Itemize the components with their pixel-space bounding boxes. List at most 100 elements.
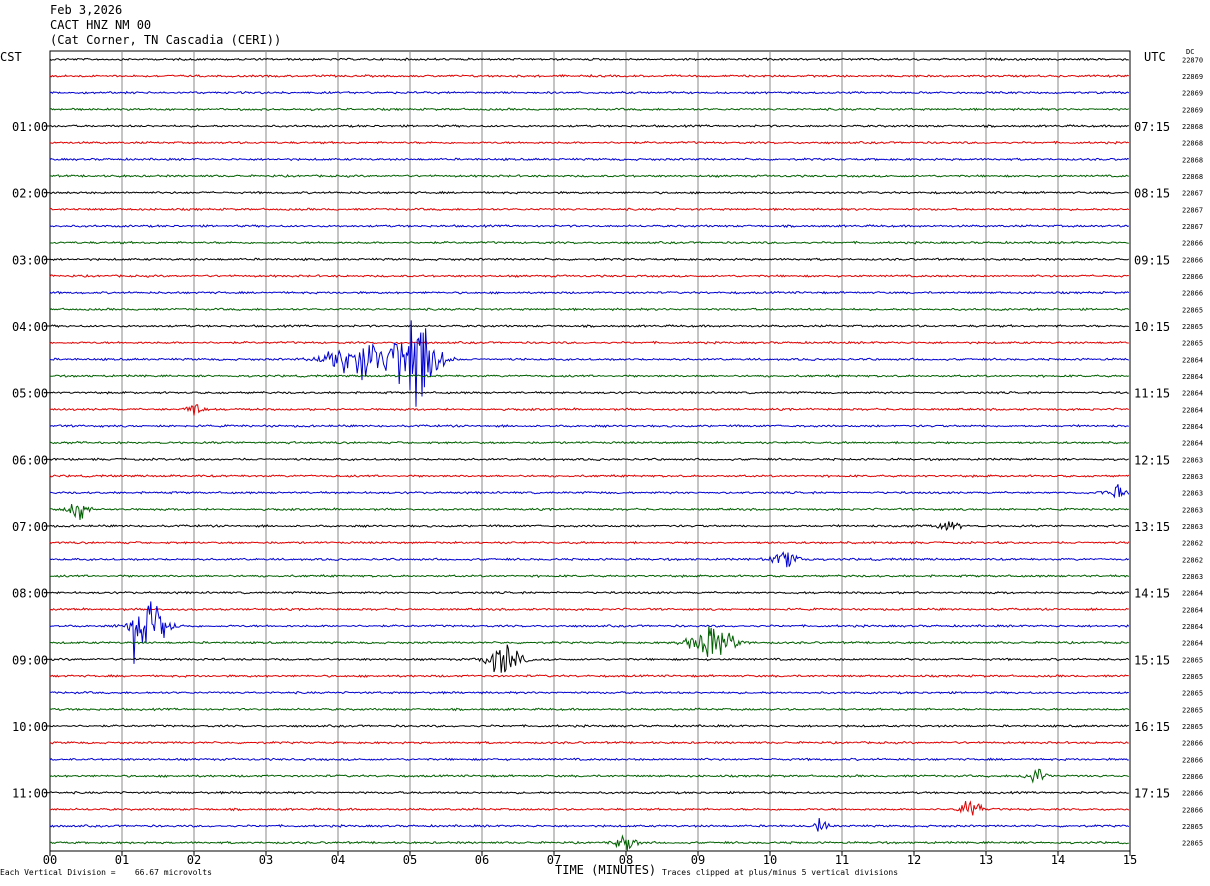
right-hour-label: 14:15 (1134, 587, 1170, 601)
dc-value-label: 22868 (1182, 156, 1203, 164)
clip-note: Traces clipped at plus/minus 5 vertical … (662, 868, 899, 877)
seismic-trace (49, 224, 1129, 228)
seismic-trace (49, 107, 1130, 112)
seismic-trace (49, 320, 1130, 407)
left-hour-label: 04:00 (12, 320, 48, 334)
left-hour-label: 03:00 (12, 253, 48, 267)
x-tick-label: 00 (43, 853, 57, 867)
seismic-trace (49, 768, 1129, 784)
dc-value-label: 22866 (1182, 290, 1203, 298)
dc-value-label: 22865 (1182, 673, 1203, 681)
vertical-division-note: Each Vertical Division = 66.67 microvolt… (0, 868, 212, 877)
dc-value-label: 22867 (1182, 190, 1203, 198)
dc-value-label: 22868 (1182, 140, 1203, 148)
seismic-trace (50, 173, 1129, 178)
seismic-trace (49, 307, 1130, 312)
left-hour-label: 10:00 (12, 720, 48, 734)
seismic-trace (49, 674, 1129, 678)
seismic-trace (49, 818, 1130, 832)
seismic-trace (49, 834, 1129, 851)
dc-value-label: 22864 (1182, 623, 1203, 631)
seismic-trace (49, 757, 1129, 762)
dc-value-label: 22864 (1182, 406, 1203, 414)
dc-value-label: 22866 (1182, 773, 1203, 781)
x-tick-label: 01 (115, 853, 129, 867)
right-hour-label: 16:15 (1134, 720, 1170, 734)
seismic-trace (49, 140, 1130, 145)
seismic-trace (49, 404, 1130, 416)
seismic-trace (50, 626, 1129, 657)
seismic-trace (49, 57, 1129, 62)
dc-value-label: 22870 (1182, 56, 1203, 64)
right-hour-label: 15:15 (1134, 653, 1170, 667)
seismic-trace (49, 724, 1129, 728)
dc-value-label: 22863 (1182, 523, 1203, 531)
dc-value-label: 22864 (1182, 590, 1203, 598)
x-tick-label: 03 (259, 853, 273, 867)
seismic-trace (49, 474, 1130, 479)
x-tick-label: 11 (835, 853, 849, 867)
x-axis-title: TIME (MINUTES) (555, 863, 657, 877)
dc-value-label: 22866 (1182, 256, 1203, 264)
right-hour-label: 07:15 (1134, 120, 1170, 134)
dc-value-label: 22865 (1182, 340, 1203, 348)
x-tick-label: 06 (475, 853, 489, 867)
dc-value-label: 22868 (1182, 123, 1203, 131)
dc-value-label: 22864 (1182, 640, 1203, 648)
seismic-trace (49, 157, 1129, 162)
x-tick-label: 05 (403, 853, 417, 867)
seismic-trace (49, 644, 1130, 673)
right-hour-label: 12:15 (1134, 453, 1170, 467)
dc-value-label: 22864 (1182, 356, 1203, 364)
seismic-trace (49, 590, 1130, 595)
seismic-trace (49, 240, 1129, 245)
dc-value-label: 22863 (1182, 473, 1203, 481)
record-date: Feb 3,2026 (50, 3, 123, 17)
left-timezone-label: CST (0, 50, 22, 64)
right-hour-label: 10:15 (1134, 320, 1170, 334)
seismic-trace (49, 374, 1129, 378)
seismic-trace (49, 124, 1129, 128)
right-hour-label: 17:15 (1134, 787, 1170, 801)
seismic-trace (49, 707, 1130, 712)
dc-value-label: 22863 (1182, 506, 1203, 514)
x-tick-label: 02 (187, 853, 201, 867)
seismic-trace (49, 457, 1129, 462)
dc-value-label: 22862 (1182, 556, 1203, 564)
left-hour-label: 07:00 (12, 520, 48, 534)
dc-value-label: 22864 (1182, 440, 1203, 448)
dc-value-label: 22869 (1182, 73, 1203, 81)
seismic-trace (49, 601, 1130, 664)
dc-value-label: 22865 (1182, 323, 1203, 331)
seismic-trace (49, 790, 1129, 795)
right-hour-label: 08:15 (1134, 187, 1170, 201)
seismic-trace (49, 504, 1130, 521)
dc-value-label: 22865 (1182, 656, 1203, 664)
seismic-trace (49, 440, 1129, 445)
dc-value-label: 22864 (1182, 606, 1203, 614)
seismic-trace (49, 540, 1130, 545)
seismic-trace (49, 90, 1130, 95)
x-tick-label: 13 (979, 853, 993, 867)
station-channel: CACT HNZ NM 00 (50, 18, 152, 32)
left-hour-label: 08:00 (12, 587, 48, 601)
seismic-trace (49, 290, 1130, 295)
dc-value-label: 22866 (1182, 240, 1203, 248)
seismic-trace (49, 324, 1129, 328)
dc-value-label: 22868 (1182, 173, 1203, 181)
dc-column-label: DC (1186, 48, 1195, 56)
left-hour-label: 09:00 (12, 653, 48, 667)
seismic-trace (49, 190, 1130, 195)
right-hour-label: 11:15 (1134, 387, 1170, 401)
dc-value-label: 22866 (1182, 273, 1203, 281)
x-tick-label: 07 (547, 853, 561, 867)
dc-value-label: 22867 (1182, 223, 1203, 231)
left-hour-label: 06:00 (12, 453, 48, 467)
seismic-trace (49, 607, 1129, 612)
dc-value-label: 22863 (1182, 490, 1203, 498)
x-tick-label: 08 (619, 853, 633, 867)
left-hour-label: 11:00 (12, 787, 48, 801)
seismic-trace (49, 273, 1129, 278)
seismic-trace (49, 740, 1129, 745)
